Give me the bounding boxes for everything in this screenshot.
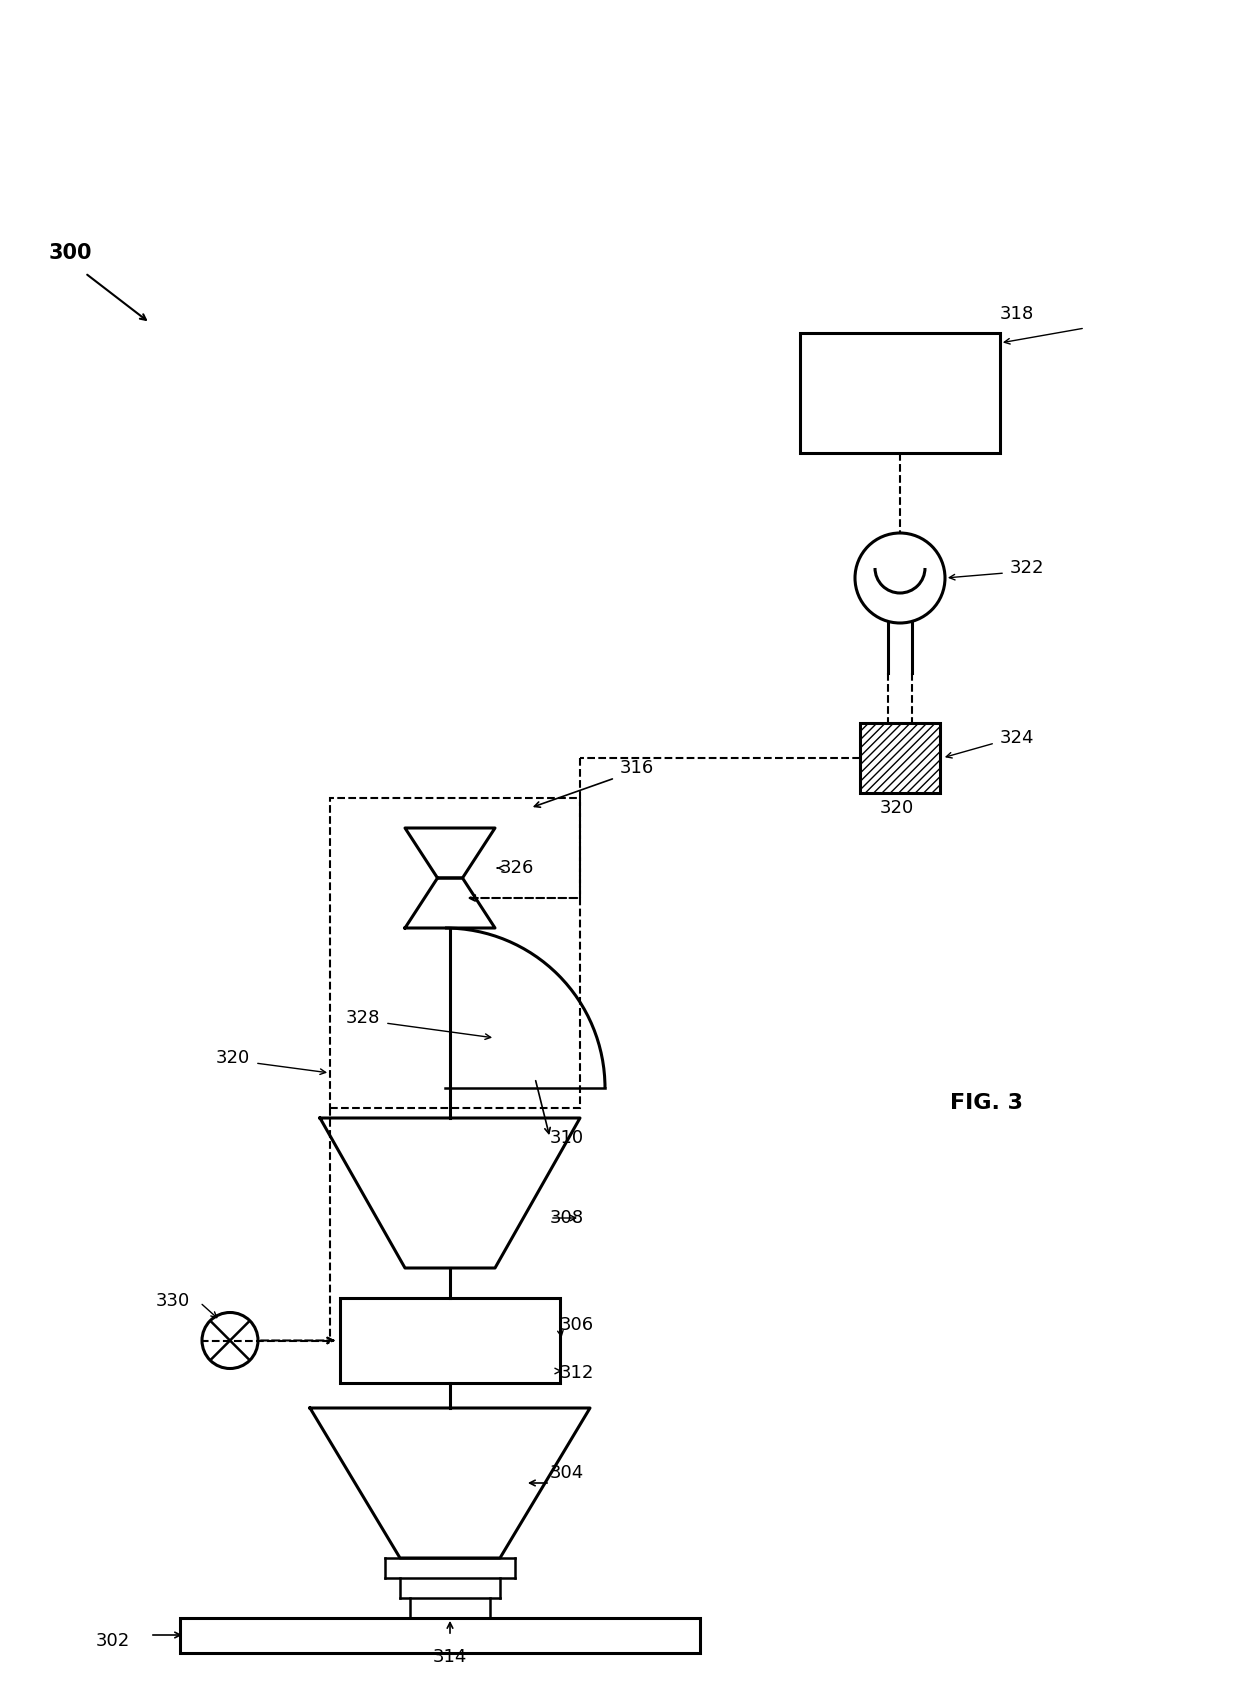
- FancyBboxPatch shape: [800, 334, 999, 453]
- Text: 306: 306: [560, 1316, 594, 1335]
- Text: 330: 330: [156, 1291, 190, 1310]
- Text: 320: 320: [216, 1049, 250, 1068]
- Text: 324: 324: [999, 729, 1034, 748]
- Text: FIG. 3: FIG. 3: [950, 1093, 1023, 1114]
- Text: 314: 314: [433, 1649, 467, 1666]
- FancyBboxPatch shape: [180, 1618, 701, 1654]
- Bar: [330, 799, 580, 1109]
- Text: 328: 328: [346, 1008, 379, 1027]
- Text: 316: 316: [620, 760, 655, 777]
- Text: 318: 318: [999, 305, 1034, 324]
- Text: 322: 322: [1011, 559, 1044, 577]
- Text: 302: 302: [95, 1631, 130, 1650]
- Text: 304: 304: [551, 1465, 584, 1482]
- Text: 310: 310: [551, 1129, 584, 1148]
- FancyBboxPatch shape: [340, 1298, 560, 1383]
- Text: 300: 300: [48, 244, 92, 262]
- Text: 312: 312: [560, 1364, 594, 1383]
- Bar: [861, 724, 940, 794]
- Text: 308: 308: [551, 1209, 584, 1226]
- Text: 320: 320: [880, 799, 914, 817]
- Text: 326: 326: [500, 858, 534, 877]
